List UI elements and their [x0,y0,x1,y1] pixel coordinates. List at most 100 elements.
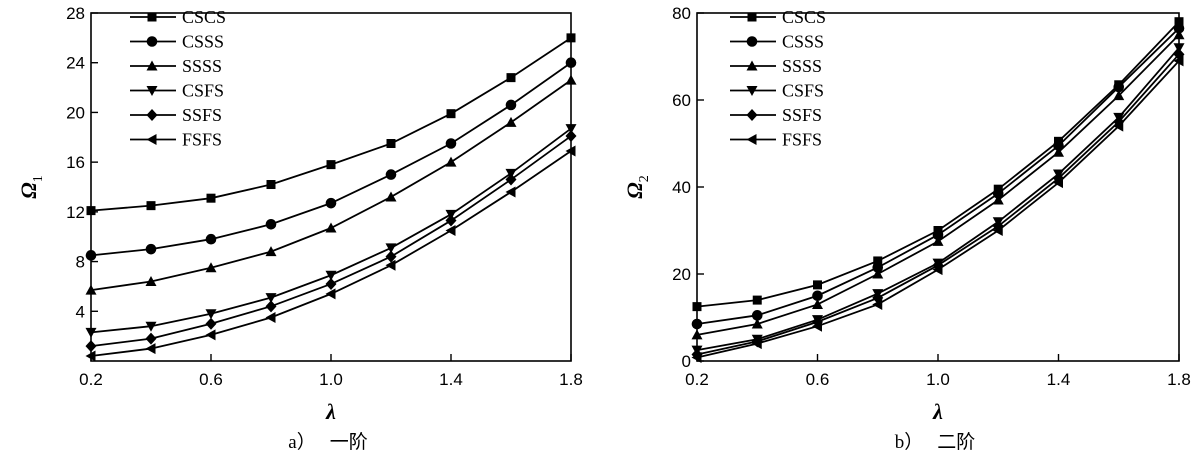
data-point-ssfs [325,277,337,290]
chart-panel-b: 0.2 0.6 1.0 1.4 1.8 0 20 40 60 80 CSCS CSSS SSSS CSFS… [622,4,1191,453]
series-line-csfs [696,47,1180,352]
data-point-fsfs [205,329,216,341]
data-point-cscs [506,73,516,83]
legend-marker-fsfs [746,134,757,145]
legend-marker-cscs [147,12,157,22]
series-line-csss [696,27,1180,325]
x-tick-label: 1.0 [926,370,950,389]
data-point-fsfs [812,320,822,332]
y-axis-label-subscript: 1 [31,175,46,182]
series-csss [691,22,1185,330]
y-tick-label: 0 [682,352,691,371]
data-point-ssss [1173,29,1185,40]
data-point-ssfs [145,332,157,345]
y-tick-label: 60 [672,91,691,110]
legend-label: CSCS [182,7,226,27]
data-point-fsfs [505,186,516,198]
series-fsfs [691,55,1184,364]
data-point-fsfs [265,312,276,323]
series-line-ssss [696,34,1180,336]
data-point-cscs [692,302,702,312]
data-point-ssss [145,275,157,286]
y-axis-label: Ω1 [16,175,46,198]
panel-caption: b） 二阶 [895,431,976,453]
data-point-cscs [386,139,396,148]
data-point-csfs [205,309,217,320]
data-point-cscs [86,206,96,216]
data-point-csfs [565,124,577,135]
y-tick-label: 20 [672,265,691,284]
data-point-fsfs [445,225,456,236]
data-point-fsfs [1173,55,1184,67]
data-point-cscs [1174,17,1184,27]
x-axis-label: λ [325,399,336,424]
data-point-csss [1173,22,1185,34]
data-point-ssfs [205,317,217,330]
data-point-csfs [325,270,337,281]
x-tick-label: 0.6 [199,370,223,389]
y-tick-label: 12 [66,203,85,222]
legend-marker-ssfs [146,109,158,121]
data-point-csss [385,169,397,180]
data-point-ssss [265,246,277,257]
legend-marker-csss [746,36,758,47]
data-point-fsfs [992,225,1003,236]
data-point-cscs [266,180,276,190]
data-point-ssfs [265,300,277,313]
legend-marker-csss [146,36,158,47]
data-point-csss [691,318,703,330]
x-tick-label: 1.8 [559,370,583,389]
data-point-ssss [812,298,823,309]
data-point-ssss [932,235,944,246]
caption-letter: a） [288,431,315,453]
legend-label: CSFS [782,81,824,101]
data-point-csss [85,250,97,261]
data-point-ssss [992,194,1004,205]
data-point-cscs [752,295,762,305]
legend-marker-cscs [747,12,757,22]
data-point-csss [932,229,944,241]
series-ssss [691,29,1185,340]
data-point-ssss [565,74,577,85]
data-point-ssss [325,222,337,233]
y-tick-label: 20 [66,103,85,122]
data-point-fsfs [691,352,702,364]
data-point-cscs [873,256,883,266]
data-point-ssfs [85,340,97,353]
y-tick-label: 28 [66,4,85,23]
legend-label: CSCS [782,7,826,27]
data-point-csss [445,138,457,149]
legend-label: SSFS [182,105,222,125]
data-point-ssfs [445,214,457,227]
legend-label: FSFS [182,130,222,150]
data-point-ssss [385,191,397,202]
series-ssss [85,74,577,295]
data-point-ssss [1053,146,1064,157]
data-point-csss [1053,140,1064,151]
legend-marker-ssfs [746,109,758,121]
y-tick-label: 8 [76,253,85,272]
data-point-ssss [872,268,884,279]
legend-label: CSFS [182,81,224,101]
data-point-cscs [813,280,822,290]
data-point-csss [325,197,337,209]
x-tick-label: 0.2 [685,370,709,389]
x-tick-label: 1.4 [439,370,463,389]
data-point-csss [1113,81,1125,93]
data-point-ssss [1113,90,1125,101]
data-point-csfs [1173,43,1185,54]
y-axis-label-subscript: 2 [637,175,652,182]
data-point-ssss [691,329,703,340]
y-tick-label: 24 [66,54,85,73]
data-point-cscs [566,33,576,43]
data-point-fsfs [1053,177,1063,189]
data-point-csss [565,57,577,69]
data-point-fsfs [145,343,156,355]
data-point-ssfs [385,250,397,263]
data-point-csfs [85,327,97,338]
series-ssfs [85,130,577,353]
legend: CSCS CSSS SSSS CSFS SSFS FSFS [130,7,226,150]
y-axis-label-main: Ω [16,182,41,199]
